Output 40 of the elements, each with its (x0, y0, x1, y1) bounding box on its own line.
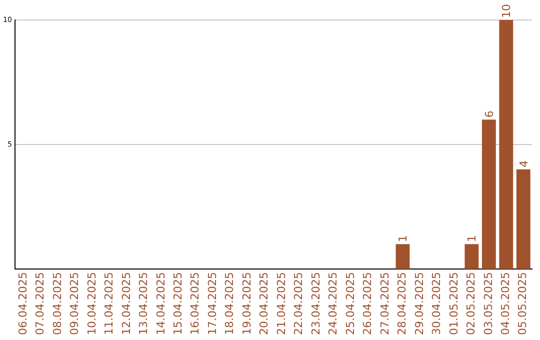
bar (516, 169, 530, 270)
x-tick-label: 14.04.2025 (154, 272, 168, 336)
x-tick-label: 16.04.2025 (188, 272, 202, 336)
x-tick-label: 03.05.2025 (482, 272, 495, 336)
x-tick-label: 30.04.2025 (430, 272, 444, 336)
x-tick-label: 26.04.2025 (361, 272, 374, 336)
x-tick-label: 20.04.2025 (258, 272, 271, 336)
x-tick-label: 17.04.2025 (206, 272, 219, 336)
x-tick-label: 07.04.2025 (34, 272, 47, 336)
x-tick-label: 27.04.2025 (378, 272, 392, 336)
x-tick-label: 22.04.2025 (292, 272, 306, 336)
bar (499, 20, 514, 270)
x-tick-label: 02.05.2025 (464, 272, 478, 336)
bar (482, 120, 496, 270)
x-tick-label: 19.04.2025 (240, 272, 254, 336)
x-tick-label: 11.04.2025 (102, 272, 116, 336)
bar (464, 244, 479, 270)
x-tick-label: 25.04.2025 (344, 272, 357, 336)
bar (396, 244, 410, 270)
x-tick-label: 24.04.2025 (326, 272, 340, 336)
x-tick-label: 06.04.2025 (16, 272, 30, 336)
data-label: 4 (517, 160, 530, 168)
x-tick-label: 10.04.2025 (85, 272, 98, 336)
x-tick-label: 09.04.2025 (68, 272, 82, 336)
x-tick-label: 15.04.2025 (172, 272, 185, 336)
x-tick-label: 29.04.2025 (412, 272, 426, 336)
x-tick-label: 12.04.2025 (120, 272, 133, 336)
data-label: 6 (482, 110, 496, 118)
data-label: 1 (396, 235, 410, 242)
x-tick-label: 13.04.2025 (137, 272, 150, 336)
x-tick-label: 08.04.2025 (50, 272, 64, 336)
x-tick-label: 04.05.2025 (499, 272, 512, 336)
x-tick-label: 28.04.2025 (396, 272, 409, 336)
x-tick-label: 05.05.2025 (516, 272, 530, 336)
data-label: 1 (466, 235, 479, 242)
x-tick-label: 21.04.2025 (274, 272, 288, 336)
x-tick-label: 01.05.2025 (447, 272, 460, 336)
data-label: 10 (500, 4, 514, 18)
x-tick-label: 23.04.2025 (309, 272, 322, 336)
x-tick-label: 18.04.2025 (223, 272, 236, 336)
